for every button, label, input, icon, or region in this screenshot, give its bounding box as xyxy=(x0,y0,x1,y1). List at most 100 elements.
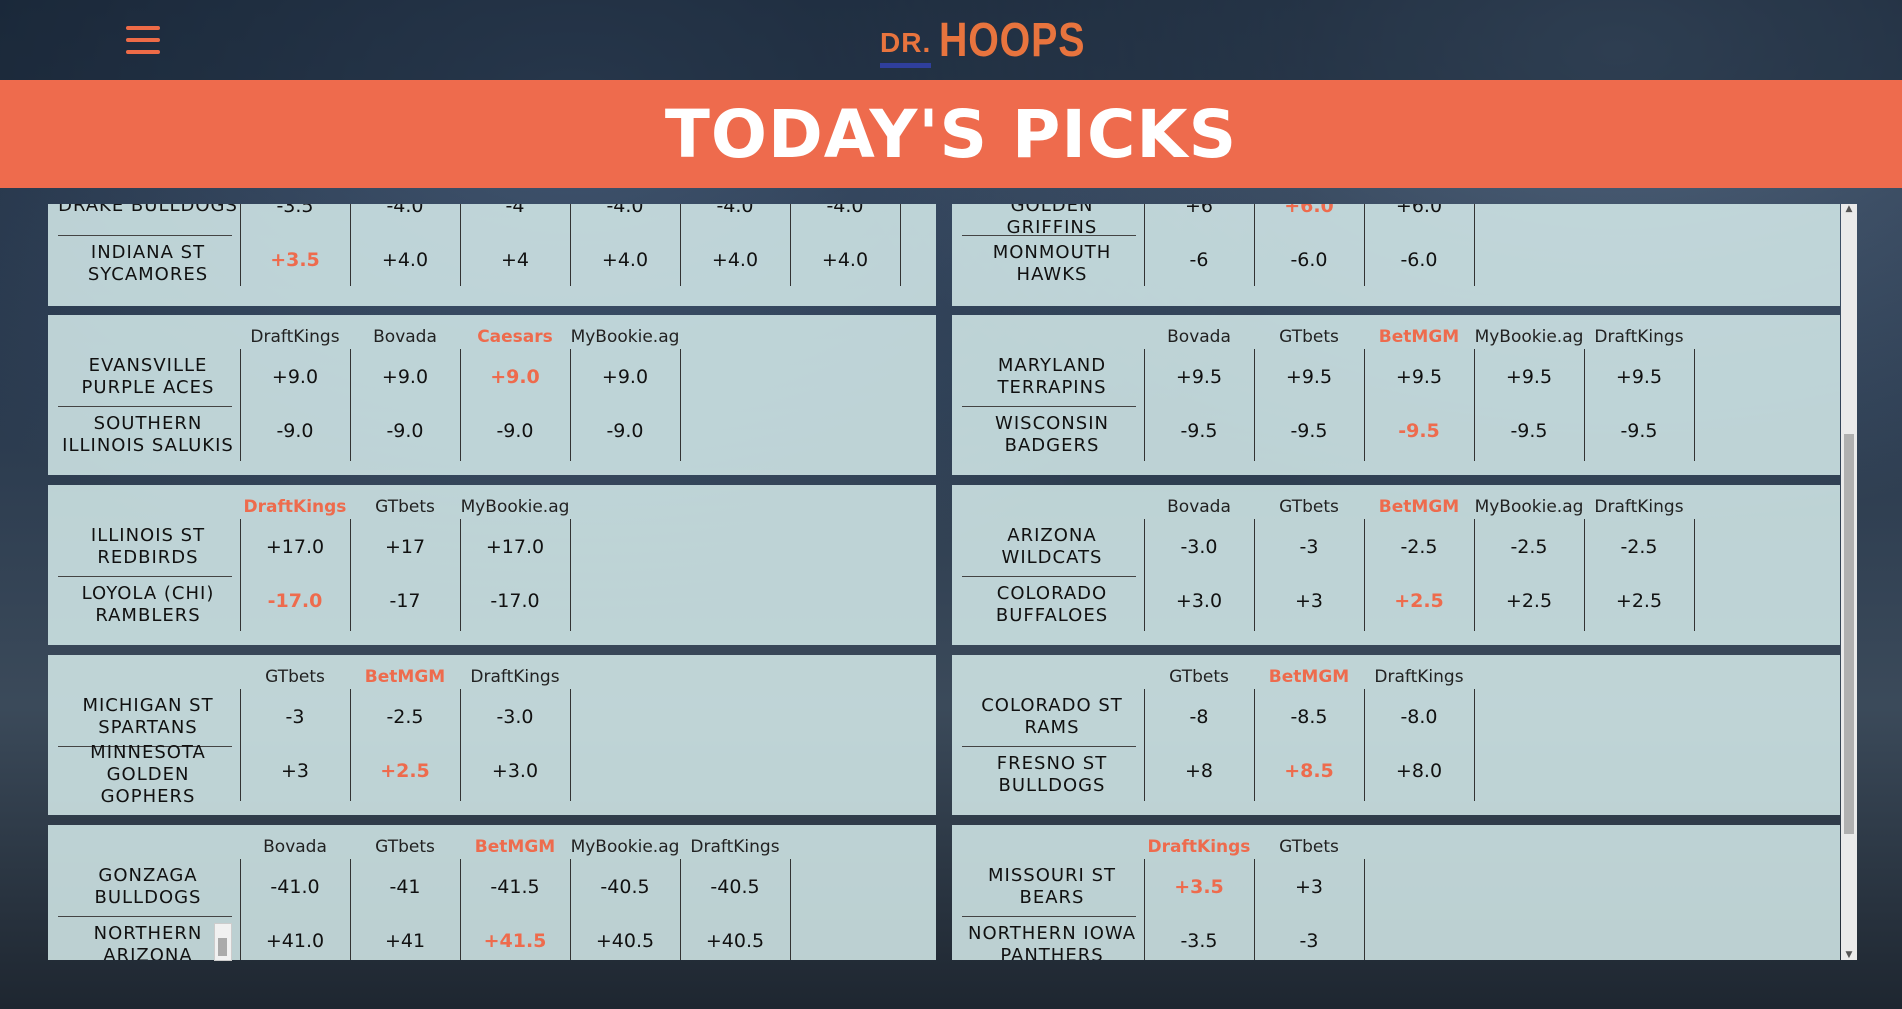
spread-value[interactable]: +8.5 xyxy=(1284,760,1334,782)
scroll-up-icon[interactable]: ▲ xyxy=(1845,204,1853,214)
spread-value[interactable]: +3 xyxy=(1294,590,1323,612)
sportsbook-label[interactable]: Bovada xyxy=(1167,327,1231,347)
spread-value[interactable]: -4.0 xyxy=(716,204,754,217)
spread-value[interactable]: +8.0 xyxy=(1395,760,1443,782)
spread-value[interactable]: +2.5 xyxy=(380,760,430,782)
sportsbook-label[interactable]: GTbets xyxy=(1279,837,1339,857)
spread-value[interactable]: +9.5 xyxy=(1285,366,1333,388)
spread-value[interactable]: +9.0 xyxy=(381,366,429,388)
spread-value[interactable]: -9.5 xyxy=(1398,420,1440,442)
spread-value[interactable]: +6.0 xyxy=(1284,204,1334,217)
spread-value[interactable]: +4.0 xyxy=(821,249,869,271)
games-scroll-area[interactable]: DRAKE BULLDOGS INDIANA ST SYCAMORES -3.5 -4… xyxy=(48,204,1840,960)
sportsbook-label[interactable]: MyBookie.ag xyxy=(570,837,680,857)
spread-value[interactable]: -9.0 xyxy=(496,420,534,442)
sportsbook-label[interactable]: BetMGM xyxy=(1268,667,1350,687)
spread-value[interactable]: +40.5 xyxy=(595,930,655,952)
sportsbook-label[interactable]: BetMGM xyxy=(1378,497,1460,517)
sportsbook-label[interactable]: Caesars xyxy=(477,327,553,347)
spread-value[interactable]: +4.0 xyxy=(601,249,649,271)
spread-value[interactable]: +8 xyxy=(1184,760,1213,782)
sportsbook-label[interactable]: BetMGM xyxy=(364,667,446,687)
spread-value[interactable]: +9.0 xyxy=(490,366,540,388)
spread-value[interactable]: +3.5 xyxy=(270,249,320,271)
spread-value[interactable]: +41.5 xyxy=(483,930,547,952)
spread-value[interactable]: -3.0 xyxy=(496,706,534,728)
spread-value[interactable]: -8 xyxy=(1189,706,1209,728)
sportsbook-label[interactable]: DraftKings xyxy=(470,667,560,687)
spread-value[interactable]: +3 xyxy=(1294,876,1323,898)
sportsbook-label[interactable]: MyBookie.ag xyxy=(460,497,570,517)
spread-value[interactable]: -4.0 xyxy=(606,204,644,217)
spread-value[interactable]: -6 xyxy=(1189,249,1209,271)
sportsbook-label[interactable]: DraftKings xyxy=(1594,327,1684,347)
spread-value[interactable]: +17.0 xyxy=(265,536,325,558)
spread-value[interactable]: -9.5 xyxy=(1620,420,1658,442)
spread-value[interactable]: +3.0 xyxy=(491,760,539,782)
team-name-scrollbar[interactable] xyxy=(214,923,232,961)
sportsbook-label[interactable]: BetMGM xyxy=(474,837,556,857)
spread-value[interactable]: -17.0 xyxy=(267,590,323,612)
sportsbook-label[interactable]: MyBookie.ag xyxy=(570,327,680,347)
sportsbook-label[interactable]: GTbets xyxy=(265,667,325,687)
spread-value[interactable]: +17 xyxy=(384,536,426,558)
spread-value[interactable]: +4.0 xyxy=(381,249,429,271)
spread-value[interactable]: -3 xyxy=(285,706,305,728)
sportsbook-label[interactable]: DraftKings xyxy=(1374,667,1464,687)
sportsbook-label[interactable]: DraftKings xyxy=(690,837,780,857)
spread-value[interactable]: -6.0 xyxy=(1290,249,1328,271)
spread-value[interactable]: -4.0 xyxy=(826,204,864,217)
spread-value[interactable]: -41 xyxy=(389,876,421,898)
spread-value[interactable]: -6.0 xyxy=(1400,249,1438,271)
spread-value[interactable]: +9.5 xyxy=(1175,366,1223,388)
logo[interactable]: DR. HOOPS xyxy=(880,14,1118,68)
spread-value[interactable]: -9.0 xyxy=(386,420,424,442)
spread-value[interactable]: -40.5 xyxy=(710,876,760,898)
spread-value[interactable]: +9.5 xyxy=(1615,366,1663,388)
scroll-down-icon[interactable]: ▼ xyxy=(1845,950,1853,960)
spread-value[interactable]: -3 xyxy=(1299,930,1319,952)
spread-value[interactable]: +2.5 xyxy=(1505,590,1553,612)
hamburger-icon[interactable] xyxy=(126,26,160,54)
spread-value[interactable]: -4.0 xyxy=(386,204,424,217)
spread-value[interactable]: -8.5 xyxy=(1290,706,1328,728)
sportsbook-label[interactable]: GTbets xyxy=(1169,667,1229,687)
spread-value[interactable]: -2.5 xyxy=(1510,536,1548,558)
sportsbook-label[interactable]: DraftKings xyxy=(250,327,340,347)
spread-value[interactable]: +4.0 xyxy=(711,249,759,271)
spread-value[interactable]: +6 xyxy=(1184,204,1213,217)
spread-value[interactable]: +2.5 xyxy=(1394,590,1444,612)
spread-value[interactable]: -8.0 xyxy=(1400,706,1438,728)
spread-value[interactable]: +3.0 xyxy=(1175,590,1223,612)
scrollbar-thumb[interactable] xyxy=(1844,434,1854,834)
spread-value[interactable]: -9.0 xyxy=(276,420,314,442)
spread-value[interactable]: -9.5 xyxy=(1510,420,1548,442)
spread-value[interactable]: -9.0 xyxy=(606,420,644,442)
spread-value[interactable]: -41.0 xyxy=(270,876,320,898)
spread-value[interactable]: +9.5 xyxy=(1505,366,1553,388)
spread-value[interactable]: +6.0 xyxy=(1395,204,1443,217)
sportsbook-label[interactable]: Bovada xyxy=(373,327,437,347)
sportsbook-label[interactable]: MyBookie.ag xyxy=(1474,497,1584,517)
spread-value[interactable]: -3.0 xyxy=(1180,536,1218,558)
sportsbook-label[interactable]: GTbets xyxy=(1279,497,1339,517)
spread-value[interactable]: +2.5 xyxy=(1615,590,1663,612)
spread-value[interactable]: -3.5 xyxy=(1180,930,1218,952)
sportsbook-label[interactable]: GTbets xyxy=(1279,327,1339,347)
sportsbook-label[interactable]: Bovada xyxy=(263,837,327,857)
spread-value[interactable]: +17.0 xyxy=(485,536,545,558)
spread-value[interactable]: -2.5 xyxy=(1400,536,1438,558)
spread-value[interactable]: +3 xyxy=(280,760,309,782)
spread-value[interactable]: +41.0 xyxy=(265,930,325,952)
spread-value[interactable]: -3.5 xyxy=(276,204,314,217)
spread-value[interactable]: -17.0 xyxy=(490,590,540,612)
spread-value[interactable]: -17 xyxy=(389,590,421,612)
spread-value[interactable]: +3.5 xyxy=(1174,876,1224,898)
sportsbook-label[interactable]: DraftKings xyxy=(1594,497,1684,517)
spread-value[interactable]: -2.5 xyxy=(386,706,424,728)
spread-value[interactable]: +9.5 xyxy=(1395,366,1443,388)
page-scrollbar[interactable]: ▲ ▼ xyxy=(1841,204,1857,960)
sportsbook-label[interactable]: BetMGM xyxy=(1378,327,1460,347)
spread-value[interactable]: -9.5 xyxy=(1180,420,1218,442)
sportsbook-label[interactable]: MyBookie.ag xyxy=(1474,327,1584,347)
